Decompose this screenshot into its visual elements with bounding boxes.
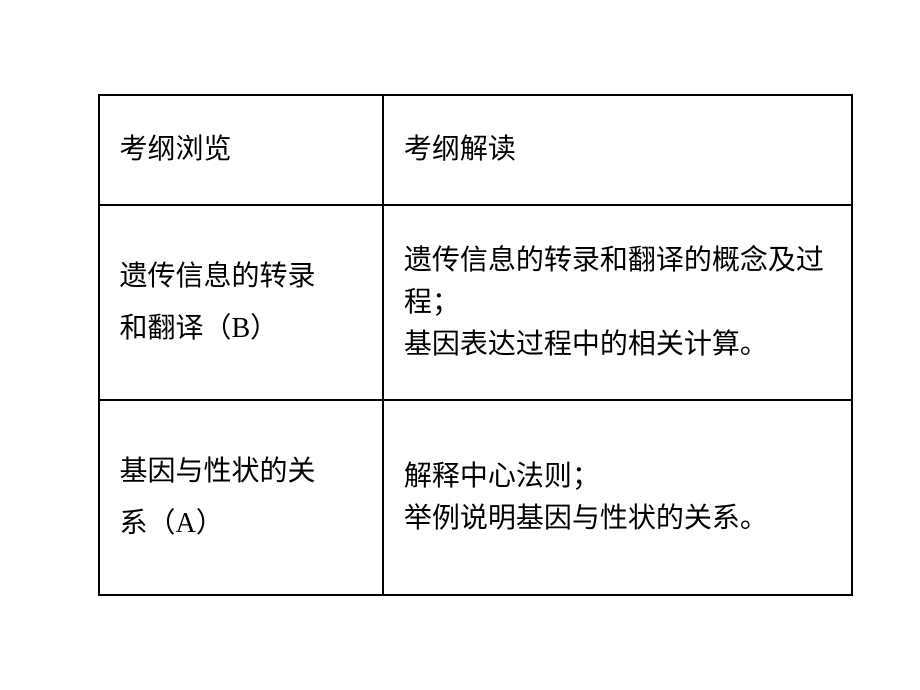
header-cell-right: 考纲解读 xyxy=(383,95,852,205)
cell-text: 遗传信息的转录 xyxy=(120,261,316,292)
cell-content-left-2: 基因与性状的关 系（A） xyxy=(100,428,382,568)
cell-text: 举例说明基因与性状的关系。 xyxy=(404,503,768,534)
header-text-left: 考纲浏览 xyxy=(100,106,382,194)
cell-right-2: 解释中心法则； 举例说明基因与性状的关系。 xyxy=(383,400,852,595)
cell-left-2: 基因与性状的关 系（A） xyxy=(99,400,383,595)
cell-content-left-1: 遗传信息的转录 和翻译（B） xyxy=(100,233,382,373)
cell-left-1: 遗传信息的转录 和翻译（B） xyxy=(99,205,383,400)
syllabus-table-container: 考纲浏览 考纲解读 遗传信息的转录 和翻译（B） 遗传信息的转录和翻译的概念及过… xyxy=(98,94,853,596)
table-header-row: 考纲浏览 考纲解读 xyxy=(99,95,852,205)
cell-text: 遗传信息的转录和翻译的概念及过程； xyxy=(404,245,824,318)
header-text-right: 考纲解读 xyxy=(384,106,851,194)
cell-content-right-2: 解释中心法则； 举例说明基因与性状的关系。 xyxy=(384,438,851,558)
cell-text: 基因与性状的关 xyxy=(120,456,316,487)
header-cell-left: 考纲浏览 xyxy=(99,95,383,205)
cell-content-right-1: 遗传信息的转录和翻译的概念及过程； 基因表达过程中的相关计算。 xyxy=(384,222,851,384)
cell-text: 和翻译（B） xyxy=(120,313,279,344)
cell-text: 系（A） xyxy=(120,508,224,539)
cell-right-1: 遗传信息的转录和翻译的概念及过程； 基因表达过程中的相关计算。 xyxy=(383,205,852,400)
table-row: 遗传信息的转录 和翻译（B） 遗传信息的转录和翻译的概念及过程； 基因表达过程中… xyxy=(99,205,852,400)
syllabus-table: 考纲浏览 考纲解读 遗传信息的转录 和翻译（B） 遗传信息的转录和翻译的概念及过… xyxy=(98,94,853,596)
cell-text: 解释中心法则； xyxy=(404,461,600,492)
cell-text: 基因表达过程中的相关计算。 xyxy=(404,329,768,360)
table-row: 基因与性状的关 系（A） 解释中心法则； 举例说明基因与性状的关系。 xyxy=(99,400,852,595)
